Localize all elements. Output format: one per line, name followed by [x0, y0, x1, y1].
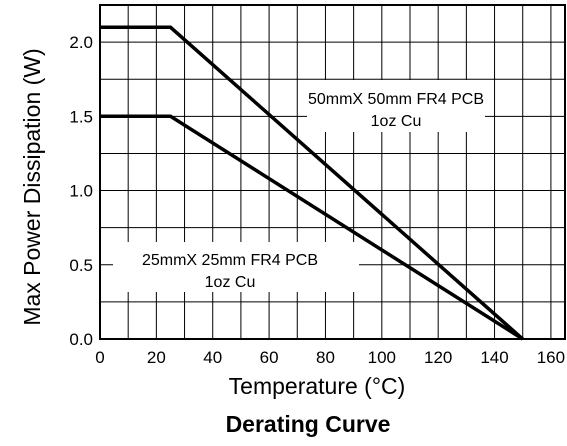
plot-frame [99, 4, 566, 340]
y-tick-label: 1.0 [69, 182, 93, 201]
series-group [100, 25, 524, 341]
chart-title: Derating Curve [226, 411, 391, 437]
y-tick-label: 2.0 [69, 33, 93, 52]
annotation-25mm: 25mmX 25mm FR4 PCB 1oz Cu [113, 242, 359, 292]
annotation-25mm-line2: 1oz Cu [205, 274, 256, 291]
annotation-50mm-line2: 1oz Cu [371, 113, 422, 130]
annotation-50mm: 50mmX 50mm FR4 PCB 1oz Cu [307, 80, 485, 132]
x-axis-title: Temperature (°C) [229, 373, 406, 399]
annotation-50mm-line1: 50mmX 50mm FR4 PCB [308, 91, 484, 108]
series-line-0 [100, 25, 524, 341]
x-tick-label: 40 [203, 348, 222, 367]
series-line-1 [100, 114, 524, 341]
tick-labels: 0 20 40 60 80 100 120 140 160 0.0 0.5 1.0 1.5 2.0 [69, 33, 565, 367]
x-tick-label: 160 [537, 348, 565, 367]
y-tick-label: 0.5 [69, 256, 93, 275]
x-tick-label: 80 [316, 348, 335, 367]
y-tick-label: 1.5 [69, 107, 93, 126]
x-tick-label: 0 [95, 348, 104, 367]
x-tick-label: 20 [147, 348, 166, 367]
x-tick-label: 60 [260, 348, 279, 367]
x-tick-label: 100 [368, 348, 396, 367]
x-tick-label: 140 [480, 348, 508, 367]
annotation-25mm-line1: 25mmX 25mm FR4 PCB [142, 252, 318, 269]
x-tick-label: 120 [424, 348, 452, 367]
y-tick-label: 0.0 [69, 330, 93, 349]
y-axis-title: Max Power Dissipation (W) [19, 48, 45, 325]
